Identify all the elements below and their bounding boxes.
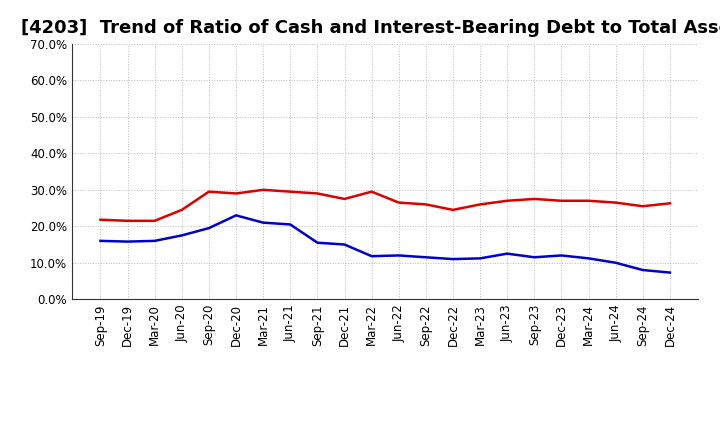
Cash [313,191,322,196]
Cash [611,200,620,205]
Interest-Bearing Debt [611,260,620,265]
Interest-Bearing Debt [232,213,240,218]
Interest-Bearing Debt [178,233,186,238]
Interest-Bearing Debt [286,222,294,227]
Interest-Bearing Debt [503,251,511,256]
Cash [530,196,539,202]
Cash [232,191,240,196]
Interest-Bearing Debt [123,239,132,244]
Cash [367,189,376,194]
Interest-Bearing Debt [204,225,213,231]
Cash [476,202,485,207]
Interest-Bearing Debt [395,253,403,258]
Interest-Bearing Debt [313,240,322,246]
Cash [639,204,647,209]
Cash [449,207,457,213]
Cash [178,207,186,213]
Interest-Bearing Debt [584,256,593,261]
Cash [150,218,159,224]
Title: [4203]  Trend of Ratio of Cash and Interest-Bearing Debt to Total Assets: [4203] Trend of Ratio of Cash and Intere… [21,19,720,37]
Legend: Cash, Interest-Bearing Debt: Cash, Interest-Bearing Debt [238,439,532,440]
Cash [96,217,105,222]
Interest-Bearing Debt [96,238,105,243]
Interest-Bearing Debt [639,268,647,273]
Line: Interest-Bearing Debt: Interest-Bearing Debt [101,215,670,273]
Cash [123,218,132,224]
Cash [421,202,430,207]
Interest-Bearing Debt [259,220,268,225]
Line: Cash: Cash [101,190,670,221]
Interest-Bearing Debt [449,257,457,262]
Cash [286,189,294,194]
Interest-Bearing Debt [367,253,376,259]
Interest-Bearing Debt [476,256,485,261]
Cash [503,198,511,203]
Cash [665,201,674,206]
Cash [341,196,349,202]
Interest-Bearing Debt [421,255,430,260]
Interest-Bearing Debt [665,270,674,275]
Interest-Bearing Debt [557,253,566,258]
Cash [395,200,403,205]
Interest-Bearing Debt [530,255,539,260]
Cash [557,198,566,203]
Cash [204,189,213,194]
Cash [259,187,268,192]
Interest-Bearing Debt [150,238,159,243]
Interest-Bearing Debt [341,242,349,247]
Cash [584,198,593,203]
